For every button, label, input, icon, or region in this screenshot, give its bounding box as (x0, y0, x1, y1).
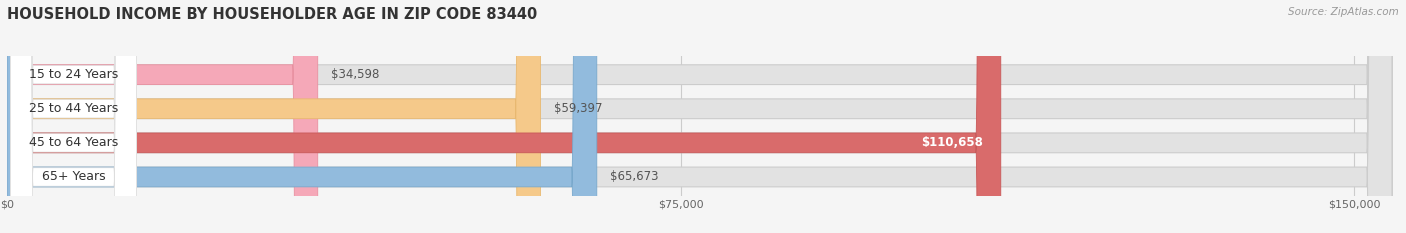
FancyBboxPatch shape (7, 0, 596, 233)
FancyBboxPatch shape (7, 0, 1392, 233)
FancyBboxPatch shape (7, 0, 1392, 233)
FancyBboxPatch shape (7, 0, 1392, 233)
Text: 25 to 44 Years: 25 to 44 Years (30, 102, 118, 115)
FancyBboxPatch shape (11, 0, 136, 233)
FancyBboxPatch shape (7, 0, 540, 233)
FancyBboxPatch shape (7, 0, 318, 233)
FancyBboxPatch shape (11, 0, 136, 233)
FancyBboxPatch shape (7, 0, 1392, 233)
Text: 65+ Years: 65+ Years (42, 171, 105, 183)
FancyBboxPatch shape (11, 0, 136, 233)
FancyBboxPatch shape (7, 0, 1001, 233)
Text: Source: ZipAtlas.com: Source: ZipAtlas.com (1288, 7, 1399, 17)
Text: $59,397: $59,397 (554, 102, 602, 115)
Text: $110,658: $110,658 (921, 136, 983, 149)
Text: $65,673: $65,673 (610, 171, 659, 183)
Text: 15 to 24 Years: 15 to 24 Years (30, 68, 118, 81)
Text: HOUSEHOLD INCOME BY HOUSEHOLDER AGE IN ZIP CODE 83440: HOUSEHOLD INCOME BY HOUSEHOLDER AGE IN Z… (7, 7, 537, 22)
Text: $34,598: $34,598 (332, 68, 380, 81)
Text: 45 to 64 Years: 45 to 64 Years (30, 136, 118, 149)
FancyBboxPatch shape (11, 0, 136, 233)
